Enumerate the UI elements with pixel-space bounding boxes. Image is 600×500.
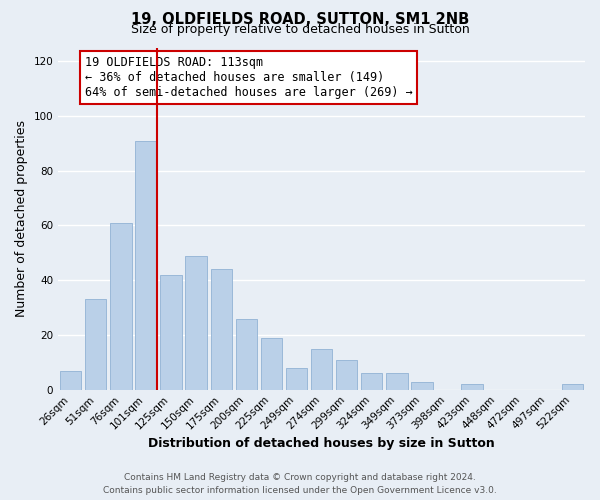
Bar xyxy=(85,300,106,390)
Bar xyxy=(386,374,407,390)
Bar xyxy=(461,384,483,390)
Text: Size of property relative to detached houses in Sutton: Size of property relative to detached ho… xyxy=(131,22,469,36)
Bar xyxy=(261,338,282,390)
Text: 19, OLDFIELDS ROAD, SUTTON, SM1 2NB: 19, OLDFIELDS ROAD, SUTTON, SM1 2NB xyxy=(131,12,469,28)
Bar xyxy=(236,318,257,390)
Text: Contains HM Land Registry data © Crown copyright and database right 2024.
Contai: Contains HM Land Registry data © Crown c… xyxy=(103,474,497,495)
Bar xyxy=(562,384,583,390)
Y-axis label: Number of detached properties: Number of detached properties xyxy=(15,120,28,317)
Bar xyxy=(336,360,358,390)
Bar xyxy=(411,382,433,390)
Bar xyxy=(136,140,157,390)
Bar xyxy=(286,368,307,390)
Bar xyxy=(361,374,382,390)
Bar xyxy=(311,348,332,390)
Bar xyxy=(60,370,82,390)
Bar xyxy=(110,222,131,390)
Bar xyxy=(160,274,182,390)
Bar xyxy=(211,270,232,390)
X-axis label: Distribution of detached houses by size in Sutton: Distribution of detached houses by size … xyxy=(148,437,495,450)
Bar xyxy=(185,256,207,390)
Text: 19 OLDFIELDS ROAD: 113sqm
← 36% of detached houses are smaller (149)
64% of semi: 19 OLDFIELDS ROAD: 113sqm ← 36% of detac… xyxy=(85,56,412,99)
